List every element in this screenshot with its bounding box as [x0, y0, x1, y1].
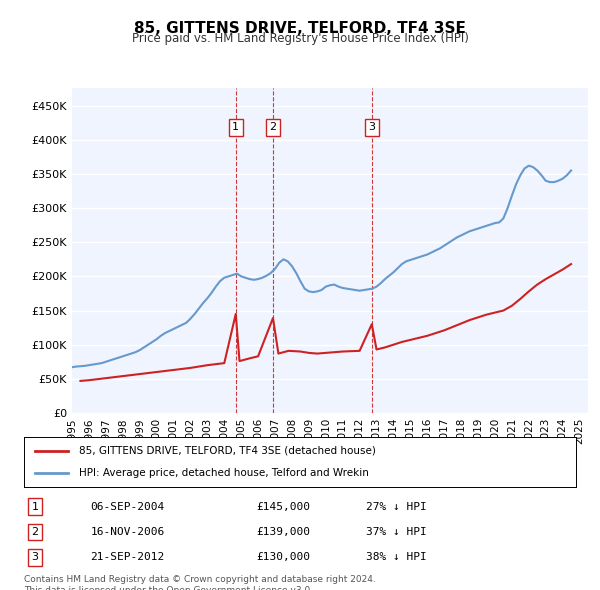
Text: 85, GITTENS DRIVE, TELFORD, TF4 3SE: 85, GITTENS DRIVE, TELFORD, TF4 3SE — [134, 21, 466, 35]
Text: 06-SEP-2004: 06-SEP-2004 — [90, 502, 164, 512]
Text: 21-SEP-2012: 21-SEP-2012 — [90, 552, 164, 562]
Text: £145,000: £145,000 — [256, 502, 310, 512]
Text: 1: 1 — [232, 123, 239, 132]
Text: £139,000: £139,000 — [256, 527, 310, 537]
Text: HPI: Average price, detached house, Telford and Wrekin: HPI: Average price, detached house, Telf… — [79, 468, 369, 478]
Text: 2: 2 — [31, 527, 38, 537]
Text: 38% ↓ HPI: 38% ↓ HPI — [366, 552, 427, 562]
Text: 37% ↓ HPI: 37% ↓ HPI — [366, 527, 427, 537]
Text: 3: 3 — [32, 552, 38, 562]
Text: Contains HM Land Registry data © Crown copyright and database right 2024.
This d: Contains HM Land Registry data © Crown c… — [24, 575, 376, 590]
Text: 85, GITTENS DRIVE, TELFORD, TF4 3SE (detached house): 85, GITTENS DRIVE, TELFORD, TF4 3SE (det… — [79, 445, 376, 455]
Text: 2: 2 — [269, 123, 277, 132]
Text: 3: 3 — [368, 123, 375, 132]
Text: 1: 1 — [32, 502, 38, 512]
Text: £130,000: £130,000 — [256, 552, 310, 562]
Text: Price paid vs. HM Land Registry's House Price Index (HPI): Price paid vs. HM Land Registry's House … — [131, 32, 469, 45]
Text: 16-NOV-2006: 16-NOV-2006 — [90, 527, 164, 537]
Text: 27% ↓ HPI: 27% ↓ HPI — [366, 502, 427, 512]
